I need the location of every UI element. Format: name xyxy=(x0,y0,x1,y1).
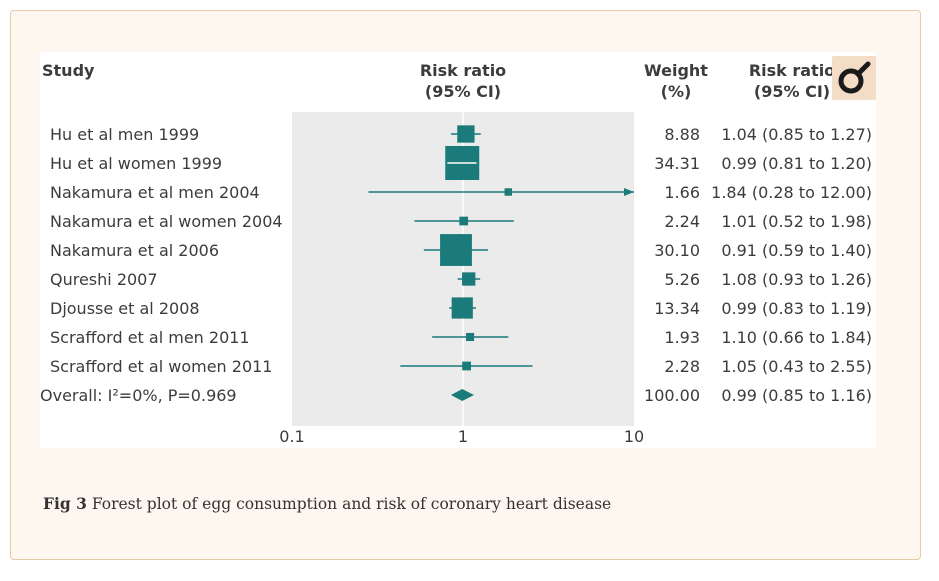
study-weight: 13.34 xyxy=(654,299,700,318)
study-name: Scrafford et al women 2011 xyxy=(50,357,272,376)
study-row: Hu et al men 1999 8.88 1.04 (0.85 to 1.27) xyxy=(50,125,872,144)
point-estimate-square xyxy=(451,297,473,319)
study-weight: 5.26 xyxy=(664,270,700,289)
study-row: Nakamura et al women 2004 2.24 1.01 (0.52 … xyxy=(50,212,872,231)
header-weight-line2: (%) xyxy=(661,82,692,101)
study-weight: 2.24 xyxy=(664,212,700,231)
study-rows: Hu et al men 1999 8.88 1.04 (0.85 to 1.27)… xyxy=(40,125,872,405)
study-name: Nakamura et al 2006 xyxy=(50,241,219,260)
x-axis: 0.1 1 10 xyxy=(279,427,644,446)
study-ci-text: 1.84 (0.28 to 12.00) xyxy=(711,183,872,202)
overall-ci-text: 0.99 (0.85 to 1.16) xyxy=(721,386,872,405)
study-row: Hu et al women 1999 34.31 0.99 (0.81 to 1.… xyxy=(50,146,872,180)
study-name: Hu et al women 1999 xyxy=(50,154,222,173)
x-tick-label: 1 xyxy=(458,427,468,446)
study-row: Nakamura et al 2006 30.10 0.91 (0.59 to 1.… xyxy=(50,234,872,266)
study-ci-text: 0.99 (0.83 to 1.19) xyxy=(721,299,872,318)
forest-plot-svg: Study Risk ratio (95% CI) Weight (%) Ris… xyxy=(40,61,872,446)
study-ci-text: 1.05 (0.43 to 2.55) xyxy=(721,357,872,376)
study-row: Nakamura et al men 2004 1.66 1.84 (0.28 to… xyxy=(50,183,872,202)
header-weight-line1: Weight xyxy=(644,61,708,80)
ci-arrow xyxy=(624,188,634,196)
study-ci-text: 1.01 (0.52 to 1.98) xyxy=(721,212,872,231)
header-rr-text-line1: Risk ratio xyxy=(749,61,835,80)
header-study: Study xyxy=(42,61,95,80)
study-weight: 1.93 xyxy=(664,328,700,347)
study-name: Hu et al men 1999 xyxy=(50,125,199,144)
study-row: Djousse et al 2008 13.34 0.99 (0.83 to 1.1… xyxy=(50,297,872,319)
study-name: Qureshi 2007 xyxy=(50,270,158,289)
point-estimate-square xyxy=(459,216,469,226)
study-weight: 8.88 xyxy=(664,125,700,144)
x-tick-label: 10 xyxy=(624,427,644,446)
point-estimate-square xyxy=(466,332,475,342)
caption-text: Forest plot of egg consumption and risk … xyxy=(91,495,612,513)
x-tick-label: 0.1 xyxy=(279,427,304,446)
point-estimate-square xyxy=(504,188,513,196)
overall-label: Overall: I²=0%, P=0.969 xyxy=(40,386,237,405)
study-weight: 34.31 xyxy=(654,154,700,173)
study-ci-text: 1.04 (0.85 to 1.27) xyxy=(721,125,872,144)
overall-weight: 100.00 xyxy=(644,386,700,405)
header-rr-plot-line2: (95% CI) xyxy=(425,82,501,101)
bmj-logo-icon xyxy=(832,56,876,100)
header-rr-plot-line1: Risk ratio xyxy=(420,61,506,80)
forest-plot: Study Risk ratio (95% CI) Weight (%) Ris… xyxy=(40,52,876,448)
point-estimate-square xyxy=(462,361,472,371)
study-name: Scrafford et al men 2011 xyxy=(50,328,250,347)
study-row: Scrafford et al women 2011 2.28 1.05 (0.43… xyxy=(50,357,872,376)
study-ci-text: 0.99 (0.81 to 1.20) xyxy=(721,154,872,173)
header-rr-text-line2: (95% CI) xyxy=(754,82,830,101)
study-weight: 30.10 xyxy=(654,241,700,260)
point-estimate-square xyxy=(457,125,475,143)
caption-label: Fig 3 xyxy=(43,494,87,513)
study-ci-text: 0.91 (0.59 to 1.40) xyxy=(721,241,872,260)
study-name: Nakamura et al men 2004 xyxy=(50,183,260,202)
overall-diamond xyxy=(450,389,475,401)
study-weight: 1.66 xyxy=(664,183,700,202)
overall-row: Overall: I²=0%, P=0.969 100.00 0.99 (0.85 … xyxy=(40,386,872,405)
study-weight: 2.28 xyxy=(664,357,700,376)
study-ci-text: 1.10 (0.66 to 1.84) xyxy=(721,328,872,347)
study-row: Qureshi 2007 5.26 1.08 (0.93 to 1.26) xyxy=(50,270,872,289)
study-ci-text: 1.08 (0.93 to 1.26) xyxy=(721,270,872,289)
figure-caption: Fig 3 Forest plot of egg consumption and… xyxy=(43,494,611,513)
point-estimate-square xyxy=(440,234,472,266)
point-estimate-square xyxy=(462,272,476,286)
study-name: Djousse et al 2008 xyxy=(50,299,200,318)
study-name: Nakamura et al women 2004 xyxy=(50,212,283,231)
study-row: Scrafford et al men 2011 1.93 1.10 (0.66 t… xyxy=(50,328,872,347)
